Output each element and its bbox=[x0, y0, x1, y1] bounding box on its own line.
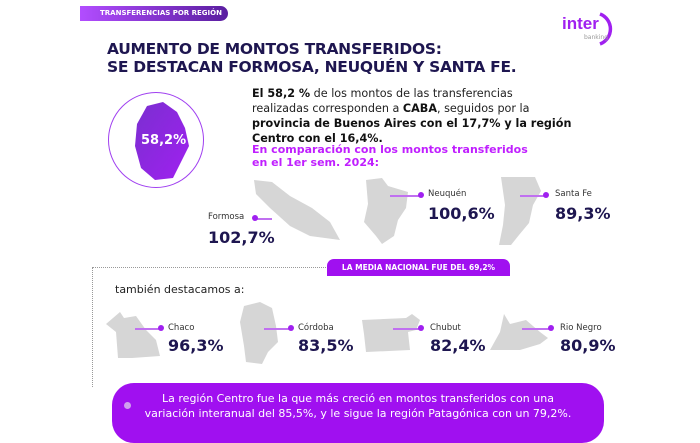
chubut-map-icon bbox=[362, 314, 420, 352]
santa-fe-map-icon bbox=[499, 177, 541, 245]
also-heading: también destacamos a: bbox=[115, 283, 245, 296]
title-line-2: SE DESTACAN FORMOSA, NEUQUÉN Y SANTA FE. bbox=[107, 58, 517, 76]
interbanking-logo: inter banking bbox=[560, 10, 616, 48]
rio-negro-value: 80,9% bbox=[560, 336, 616, 355]
chubut-value: 82,4% bbox=[430, 336, 486, 355]
title-line-1: AUMENTO DE MONTOS TRANSFERIDOS: bbox=[107, 40, 442, 58]
neuquen-label: Neuquén bbox=[428, 189, 467, 199]
rio-negro-map-icon bbox=[490, 314, 548, 350]
comparison-heading: En comparación con los montos transferid… bbox=[252, 143, 528, 169]
banner-bullet-icon bbox=[124, 402, 131, 409]
santa-fe-label: Santa Fe bbox=[555, 189, 592, 199]
chaco-map-icon bbox=[106, 312, 160, 358]
highlight-box bbox=[92, 267, 328, 387]
region-growth-banner: La región Centro fue la que más creció e… bbox=[112, 383, 604, 443]
banner-line-1: La región Centro fue la que más creció e… bbox=[162, 392, 554, 405]
page-title: AUMENTO DE MONTOS TRANSFERIDOS: SE DESTA… bbox=[107, 40, 517, 76]
neuquen-map-icon bbox=[364, 178, 408, 244]
chubut-label: Chubut bbox=[430, 323, 461, 333]
chaco-label: Chaco bbox=[168, 323, 195, 333]
caba-map-icon bbox=[135, 102, 189, 180]
formosa-map-icon bbox=[254, 180, 340, 240]
formosa-value: 102,7% bbox=[208, 228, 275, 247]
caba-circle bbox=[108, 92, 204, 188]
banner-line-2: variación interanual del 85,5%, y le sig… bbox=[144, 407, 572, 420]
cordoba-value: 83,5% bbox=[298, 336, 354, 355]
cordoba-map-icon bbox=[240, 302, 278, 364]
chaco-value: 96,3% bbox=[168, 336, 224, 355]
summary-paragraph: El 58,2 % de los montos de las transfere… bbox=[252, 87, 572, 145]
rio-negro-label: Rio Negro bbox=[560, 323, 602, 333]
neuquen-value: 100,6% bbox=[428, 204, 495, 223]
national-average-badge: LA MEDIA NACIONAL FUE DEL 69,2% bbox=[327, 259, 510, 276]
santa-fe-value: 89,3% bbox=[555, 204, 611, 223]
formosa-label: Formosa bbox=[208, 212, 245, 222]
logo-subtext: banking bbox=[584, 34, 609, 41]
section-tag: TRANSFERENCIAS POR REGIÓN bbox=[80, 6, 228, 21]
cordoba-label: Córdoba bbox=[298, 323, 334, 333]
caba-value: 58,2% bbox=[141, 133, 187, 148]
logo-text: inter bbox=[562, 14, 599, 33]
